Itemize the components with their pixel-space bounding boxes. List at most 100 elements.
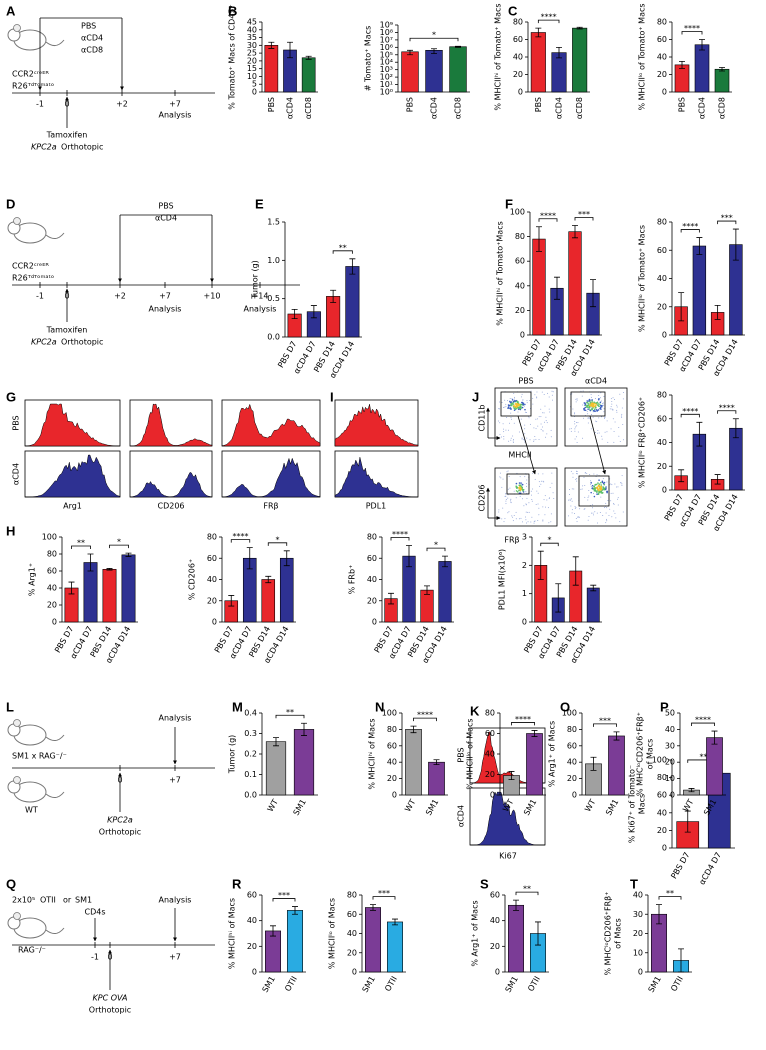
flow-dot (617, 486, 619, 488)
schematic-text: Orthotopic (89, 1006, 131, 1015)
significance-label: *** (599, 716, 611, 725)
flow-dot (520, 482, 522, 484)
flow-dot (500, 436, 502, 438)
schematic-text: αCD4 (81, 34, 103, 43)
flow-dot (540, 483, 542, 485)
flow-dot (574, 413, 576, 415)
error-bar (406, 545, 412, 568)
flow-dot (531, 516, 533, 518)
flow-dot (537, 425, 539, 427)
y-tick-label: 0 (392, 791, 397, 800)
flow-dot (498, 408, 500, 410)
error-bar (535, 921, 541, 946)
y-tick-label: 20 (387, 774, 397, 783)
schematic-text: Analysis (159, 111, 192, 120)
bar (293, 729, 315, 796)
flow-dot (502, 507, 504, 509)
flow-dot (607, 499, 609, 501)
flow-dot (596, 512, 598, 514)
y-tick-label: 45 (247, 18, 257, 27)
x-tick-label: αCD8 (454, 97, 463, 119)
y-axis-label: PDL1 MFI(x10⁶) (498, 549, 507, 610)
flow-dot (606, 507, 608, 509)
row-label: PBS (457, 747, 466, 762)
flow-dot (551, 472, 553, 474)
flow-dot (603, 411, 605, 413)
flow-dot (598, 398, 600, 400)
flow-dot (510, 439, 512, 441)
y-tick-label: 30 (633, 910, 643, 919)
y-tick-label: 20 (633, 929, 643, 938)
significance-bracket (109, 544, 129, 549)
significance-label: **** (515, 715, 531, 724)
flow-dot (588, 515, 590, 517)
flow-dot (599, 404, 602, 407)
y-tick-label: 80 (657, 391, 667, 400)
schematic-text: CCR2ᶜʳᵉᴱᴿ (12, 262, 49, 271)
y-axis-label: Macs (638, 794, 647, 814)
flow-dot (583, 409, 586, 411)
flow-dot (598, 479, 600, 481)
panel-label: K (470, 703, 480, 718)
error-bar (714, 474, 721, 485)
flow-dot (545, 436, 547, 438)
y-tick-label: 0 (670, 791, 675, 800)
error-bar (87, 553, 94, 572)
panel-label: E (255, 196, 264, 211)
significance-label: **** (392, 530, 408, 539)
flow-dot (553, 497, 555, 499)
time-label: +2 (116, 100, 128, 109)
bar (286, 910, 303, 973)
flow-dot (574, 423, 576, 425)
flow-dot (551, 482, 553, 484)
flow-dot (614, 483, 616, 485)
flow-dot (602, 487, 605, 489)
y-tick-label: 0 (212, 618, 217, 627)
flow-dot (530, 490, 532, 492)
significance-label: **** (540, 211, 556, 220)
flow-dot (598, 486, 601, 488)
flow-dot (576, 398, 578, 400)
flow-gate (570, 391, 606, 417)
flow-dot (543, 481, 545, 483)
bar (401, 51, 419, 93)
flow-dot (503, 436, 505, 438)
y-tick-label: 10 (247, 72, 257, 81)
y-tick-label: 0 (352, 968, 357, 977)
flow-dot (513, 392, 515, 394)
flow-dot (546, 433, 548, 435)
flow-dot (542, 426, 544, 428)
flow-dot (591, 487, 594, 489)
y-tick-label: 0.2 (244, 750, 257, 759)
y-tick-label: 20 (515, 306, 525, 315)
flow-dot (524, 441, 526, 443)
flow-dot (516, 491, 519, 493)
y-axis-label: % MHCIIʰⁱ of Tomato⁺Macs (496, 221, 505, 326)
y-tick-label: 100 (382, 709, 397, 718)
flow-dot (524, 411, 526, 413)
marker-label: CD206 (157, 502, 184, 511)
flow-dot (518, 404, 521, 406)
flow-dot (590, 405, 593, 407)
histogram (221, 403, 321, 447)
x-tick-label: αCD4 D7 (697, 851, 723, 887)
flow-dot (592, 403, 595, 406)
flow-dot (521, 438, 523, 440)
error-bar (656, 904, 662, 925)
flow-dot (529, 423, 531, 425)
time-label: +14 (252, 292, 269, 301)
y-tick-label: 40 (247, 916, 257, 925)
flow-dot (551, 394, 553, 396)
schematic-text: αCD8 (81, 46, 103, 55)
flow-dot (547, 507, 549, 509)
flow-dot (526, 497, 528, 499)
error-bar (273, 737, 279, 747)
flow-dot (524, 424, 526, 426)
significance-bracket (691, 722, 715, 727)
flow-dot (598, 408, 600, 410)
significance-bracket (71, 545, 91, 549)
flow-dot (537, 492, 539, 494)
axis-label: FRβ (504, 536, 519, 545)
flow-dot (521, 488, 524, 491)
